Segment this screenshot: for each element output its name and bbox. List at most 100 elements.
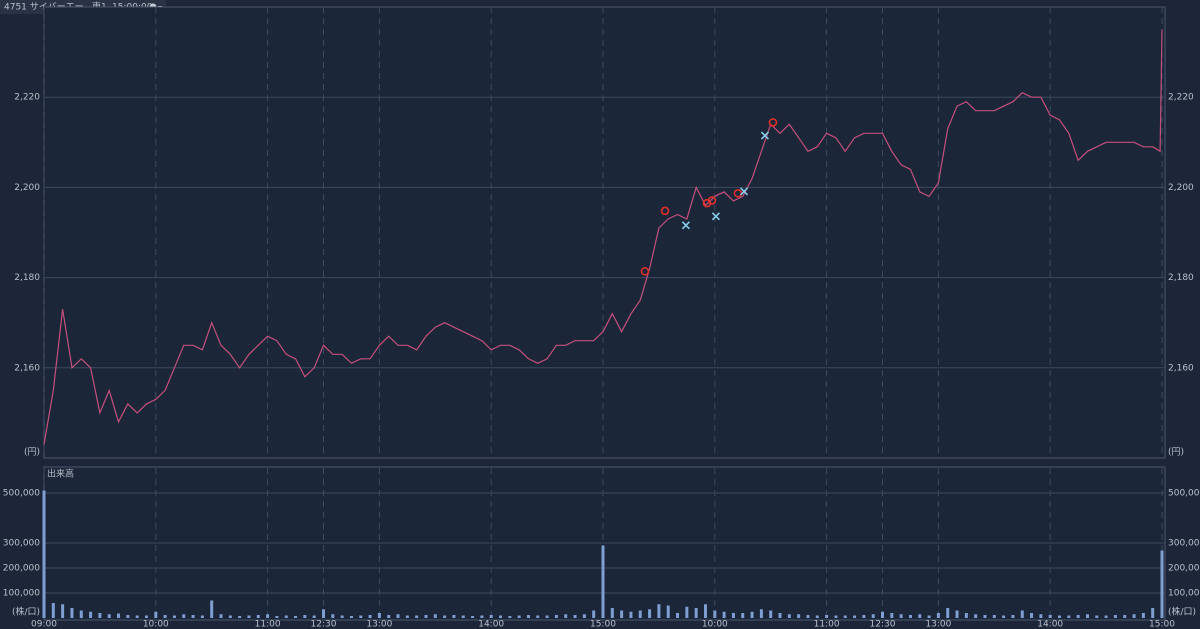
volume-bar xyxy=(424,615,428,618)
volume-bar xyxy=(331,614,335,618)
x-tick-label: 10:00 xyxy=(702,620,728,629)
price-y-label: 2,200 xyxy=(14,183,40,193)
volume-bar xyxy=(610,608,614,618)
volume-bar xyxy=(238,616,242,618)
volume-y-label-right: 100,000 xyxy=(1168,589,1200,599)
volume-bar xyxy=(676,613,680,618)
x-tick-label: 12:30 xyxy=(311,620,337,629)
x-tick-label: 10:00 xyxy=(143,620,169,629)
volume-bar xyxy=(1160,550,1164,618)
volume-bar xyxy=(806,615,810,618)
volume-bar xyxy=(638,610,642,618)
volume-bar xyxy=(983,615,987,618)
volume-bar xyxy=(750,611,754,618)
volume-bar xyxy=(42,490,46,618)
volume-bar xyxy=(787,614,791,618)
volume-bar xyxy=(1076,615,1080,618)
volume-bar xyxy=(117,613,121,618)
volume-bar xyxy=(405,615,409,618)
volume-bar xyxy=(899,614,903,618)
volume-bar xyxy=(1058,615,1062,618)
volume-bar xyxy=(182,614,186,618)
volume-bar xyxy=(89,611,93,618)
volume-bar xyxy=(1002,615,1006,618)
volume-bar xyxy=(210,600,214,618)
x-tick-label: 09:00 xyxy=(31,620,57,629)
volume-bar xyxy=(172,615,176,618)
volume-bar xyxy=(722,611,726,618)
volume-bar xyxy=(992,615,996,618)
price-y-label: 2,160 xyxy=(14,363,40,373)
volume-bar xyxy=(1085,614,1089,618)
volume-bar xyxy=(908,615,912,618)
volume-bar xyxy=(163,615,167,618)
volume-bar xyxy=(536,615,540,618)
volume-bar xyxy=(508,616,512,618)
price-unit: (円) xyxy=(24,447,40,458)
buy-marker xyxy=(768,118,778,127)
price-line xyxy=(43,29,1163,445)
volume-bar xyxy=(480,615,484,618)
sell-marker xyxy=(681,221,690,230)
volume-bar xyxy=(126,615,130,618)
volume-bar xyxy=(620,610,624,618)
volume-bar xyxy=(936,613,940,618)
volume-bar xyxy=(98,613,102,618)
volume-bar xyxy=(1132,614,1136,618)
buy-marker xyxy=(660,206,670,216)
volume-bar xyxy=(731,613,735,618)
volume-bar xyxy=(871,614,875,618)
volume-bar xyxy=(51,603,55,618)
volume-bar xyxy=(79,610,83,618)
x-tick-label: 13:00 xyxy=(366,620,392,629)
volume-bar xyxy=(1067,615,1071,618)
buy-marker xyxy=(640,266,650,276)
volume-bar xyxy=(564,614,568,618)
price-y-label: 2,220 xyxy=(14,93,40,103)
volume-y-label-right: 500,000 xyxy=(1168,489,1200,499)
volume-bar xyxy=(629,611,633,618)
volume-bar xyxy=(135,615,139,618)
volume-bar xyxy=(499,615,503,618)
x-tick-label: 14:00 xyxy=(478,620,504,629)
volume-bar xyxy=(396,614,400,618)
volume-bar xyxy=(1113,615,1117,618)
volume-bar xyxy=(349,616,353,618)
price-panel xyxy=(43,6,1166,459)
volume-bar xyxy=(648,609,652,618)
volume-bar xyxy=(1030,613,1034,618)
sell-marker xyxy=(739,187,749,196)
volume-bar xyxy=(359,615,363,618)
volume-bar xyxy=(433,614,437,618)
price-y-label-right: 2,160 xyxy=(1168,363,1194,373)
volume-bar xyxy=(415,615,419,618)
volume-bar xyxy=(368,615,372,618)
price-unit-right: (円) xyxy=(1168,447,1184,458)
x-tick-label: 11:00 xyxy=(255,620,281,629)
volume-bar xyxy=(825,615,829,618)
volume-bar xyxy=(61,604,65,618)
volume-bar xyxy=(545,615,549,618)
volume-bar xyxy=(377,613,381,618)
volume-bar xyxy=(200,615,204,618)
volume-bar xyxy=(312,615,316,618)
x-tick-label: 14:00 xyxy=(1037,620,1063,629)
volume-bar xyxy=(322,609,325,618)
volume-bar xyxy=(657,604,661,618)
volume-bar xyxy=(452,615,456,618)
volume-bar xyxy=(443,615,447,618)
volume-bar xyxy=(862,615,866,618)
volume-bar xyxy=(489,615,493,618)
volume-bar xyxy=(946,608,950,618)
volume-bar xyxy=(387,615,391,618)
volume-bar xyxy=(461,615,465,618)
volume-bar xyxy=(1011,615,1015,618)
sell-marker xyxy=(760,131,769,140)
volume-bar xyxy=(694,608,698,618)
volume-bar xyxy=(1048,615,1052,618)
volume-bar xyxy=(144,615,148,618)
volume-bar xyxy=(918,614,922,618)
volume-bar xyxy=(228,615,232,618)
volume-bar xyxy=(843,615,847,618)
volume-bar xyxy=(1123,615,1127,618)
